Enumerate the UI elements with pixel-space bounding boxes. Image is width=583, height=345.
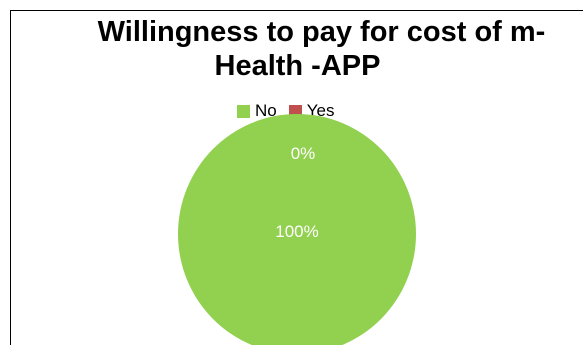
chart-title-line-2: Health -APP (214, 50, 381, 82)
data-label-no: 100% (275, 222, 318, 241)
data-label-yes: 0% (291, 144, 316, 163)
chart-title-line-1: Willingness to pay for cost of m- (97, 16, 546, 48)
legend-item-no: No (237, 101, 277, 121)
pie-chart: 100% 0% (178, 114, 416, 345)
pie-slice-no (178, 114, 416, 345)
legend-label-no: No (255, 101, 277, 120)
legend-swatch-no (237, 104, 250, 118)
chart-title: Willingness to pay for cost of m- Health… (11, 15, 583, 83)
chart-frame: Willingness to pay for cost of m- Health… (10, 10, 583, 345)
